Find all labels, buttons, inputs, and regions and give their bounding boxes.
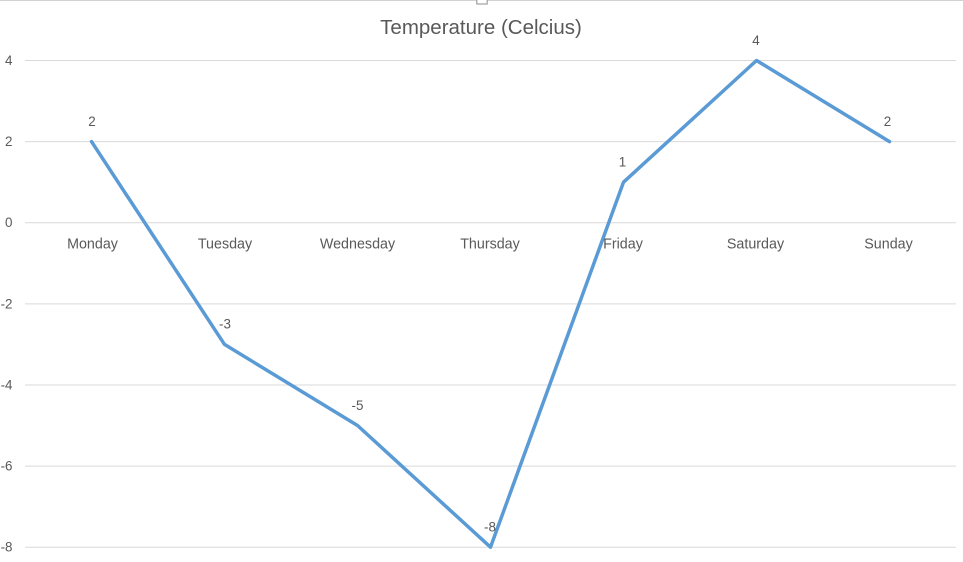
- svg-text:0: 0: [5, 215, 12, 230]
- svg-text:2: 2: [5, 134, 12, 149]
- svg-text:Temperature (Celcius): Temperature (Celcius): [380, 16, 582, 39]
- svg-text:-8: -8: [484, 520, 496, 535]
- svg-text:-3: -3: [219, 317, 231, 332]
- svg-text:-8: -8: [1, 540, 13, 555]
- svg-text:Saturday: Saturday: [727, 236, 785, 252]
- svg-text:-2: -2: [1, 296, 13, 311]
- svg-text:Tuesday: Tuesday: [198, 236, 253, 252]
- svg-text:Thursday: Thursday: [460, 236, 520, 252]
- svg-text:Wednesday: Wednesday: [320, 236, 396, 252]
- svg-text:-5: -5: [352, 398, 364, 413]
- svg-text:4: 4: [752, 33, 760, 48]
- svg-text:2: 2: [88, 114, 95, 129]
- svg-text:Sunday: Sunday: [864, 236, 913, 252]
- svg-text:2: 2: [884, 114, 891, 129]
- svg-text:4: 4: [5, 53, 13, 68]
- svg-text:-6: -6: [1, 459, 13, 474]
- svg-text:Friday: Friday: [603, 236, 644, 252]
- svg-text:-4: -4: [1, 377, 13, 392]
- svg-text:1: 1: [619, 155, 626, 170]
- svg-text:Monday: Monday: [67, 236, 119, 252]
